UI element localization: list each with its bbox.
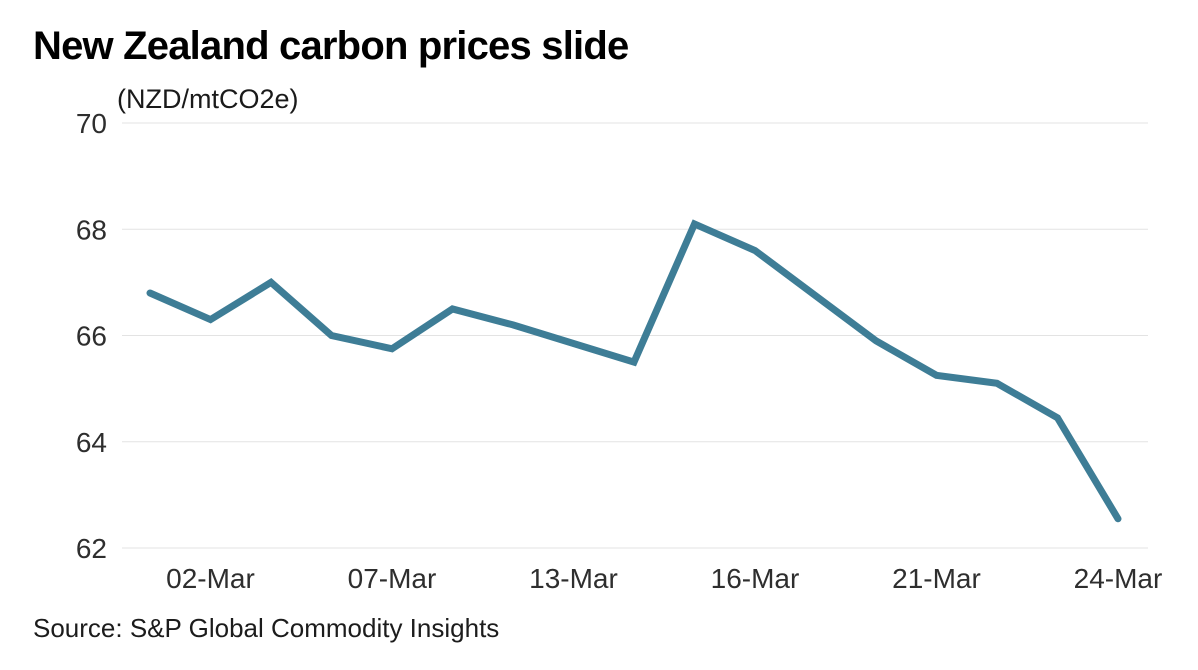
page-title: New Zealand carbon prices slide bbox=[33, 24, 629, 68]
x-axis-tick-label: 02-Mar bbox=[166, 563, 255, 594]
price-series-line bbox=[146, 219, 1122, 523]
y-axis-tick-label: 62 bbox=[76, 533, 107, 564]
x-axis-tick-label: 13-Mar bbox=[529, 563, 618, 594]
y-axis-tick-label: 64 bbox=[76, 427, 107, 458]
y-axis-tick-label: 68 bbox=[76, 214, 107, 245]
y-axis-tick-label: 66 bbox=[76, 321, 107, 352]
chart-unit-label: (NZD/mtCO2e) bbox=[117, 84, 299, 114]
x-axis-tick-label: 16-Mar bbox=[711, 563, 800, 594]
x-axis-tick-label: 21-Mar bbox=[892, 563, 981, 594]
y-axis-tick-label: 70 bbox=[76, 108, 107, 139]
x-axis-tick-label: 24-Mar bbox=[1074, 563, 1163, 594]
x-axis-tick-label: 07-Mar bbox=[348, 563, 437, 594]
source-attribution: Source: S&P Global Commodity Insights bbox=[33, 613, 500, 643]
